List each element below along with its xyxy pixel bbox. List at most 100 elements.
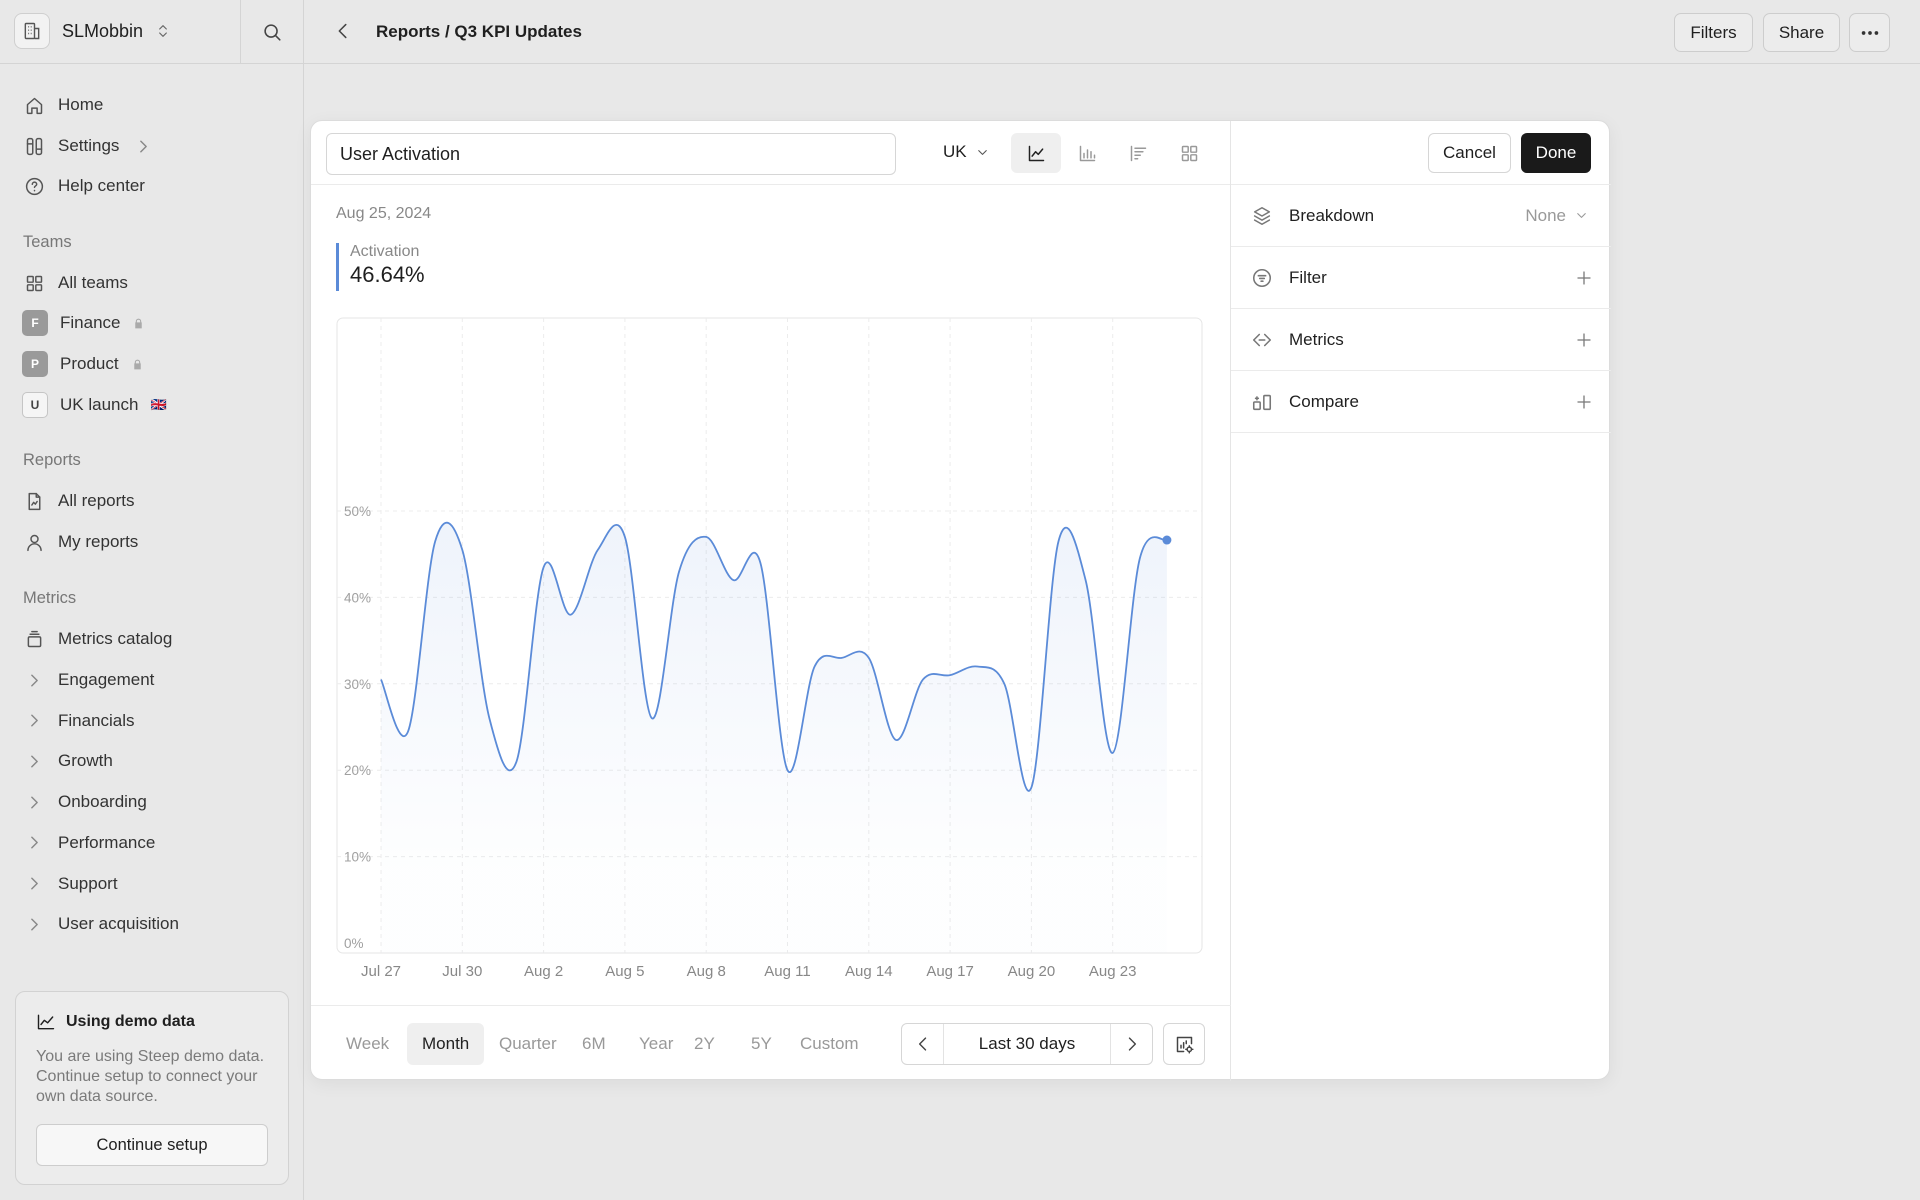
x-tick-label: Aug 5 xyxy=(605,963,644,980)
sidebar-item-label: Metrics catalog xyxy=(58,629,173,648)
period-option[interactable]: Year xyxy=(639,1034,674,1053)
chevron-updown-icon xyxy=(155,23,171,39)
chart-settings-button[interactable] xyxy=(1163,1023,1205,1065)
sidebar-item-label: All reports xyxy=(58,491,135,510)
legend-series-name: Activation xyxy=(350,243,420,260)
chart-editor-modal: UK Aug 25, 2024 Activation 46.64% xyxy=(310,120,1611,1081)
share-button[interactable]: Share xyxy=(1763,13,1840,52)
line-chart-type-button[interactable] xyxy=(1011,133,1061,173)
sidebar-item-label: My reports xyxy=(58,532,139,551)
top-bar: Reports / Q3 KPI Updates Filters Share xyxy=(304,0,1920,64)
period-option[interactable]: Quarter xyxy=(499,1034,557,1053)
filter-label: Filter xyxy=(1289,267,1327,287)
sidebar-item-help-center[interactable]: Help center xyxy=(22,171,145,201)
bar-chart-icon xyxy=(1077,143,1098,164)
y-tick-label: 40% xyxy=(344,590,371,605)
metrics-icon xyxy=(1251,329,1273,351)
chevron-right-icon xyxy=(22,670,46,691)
sidebar-item-metrics-catalog[interactable]: Metrics catalog xyxy=(22,624,172,654)
sidebar-item-all-teams[interactable]: All teams xyxy=(22,268,128,298)
sidebar: SLMobbin Home Settings Help center Teams… xyxy=(0,0,304,1200)
compare-label: Compare xyxy=(1289,391,1359,411)
period-option[interactable]: 6M xyxy=(582,1034,606,1053)
region-dropdown[interactable]: UK xyxy=(943,142,990,162)
demo-description: You are using Steep demo data. Continue … xyxy=(36,1048,265,1105)
x-tick-label: Aug 17 xyxy=(926,963,974,980)
user-icon xyxy=(22,532,46,553)
x-tick-label: Aug 23 xyxy=(1089,963,1137,980)
more-options-button[interactable] xyxy=(1849,13,1890,52)
x-tick-label: Aug 14 xyxy=(845,963,893,980)
chevron-left-icon[interactable] xyxy=(902,1024,944,1064)
sidebar-item-label: Onboarding xyxy=(58,792,147,812)
grid-type-button[interactable] xyxy=(1164,133,1214,173)
date-range-label[interactable]: Last 30 days xyxy=(978,1034,1076,1053)
sidebar-item-settings[interactable]: Settings xyxy=(22,131,155,161)
uk-flag: 🇬🇧 xyxy=(150,397,167,412)
sidebar-item-metric-group[interactable]: Financials xyxy=(22,706,135,736)
x-tick-label: Aug 8 xyxy=(687,963,726,980)
workspace-switcher[interactable]: SLMobbin xyxy=(14,13,171,49)
sidebar-item-label: Finance xyxy=(60,313,121,332)
sidebar-item-metric-group[interactable]: Performance xyxy=(22,828,155,858)
sidebar-item-all-reports[interactable]: All reports xyxy=(22,486,135,516)
bar-chart-type-button[interactable] xyxy=(1062,133,1112,173)
sidebar-item-metric-group[interactable]: Onboarding xyxy=(22,787,147,817)
period-option[interactable]: 5Y xyxy=(751,1034,772,1053)
done-button[interactable]: Done xyxy=(1521,133,1591,173)
breakdown-row[interactable]: Breakdown None xyxy=(1231,185,1611,247)
sidebar-item-label: Support xyxy=(58,873,118,893)
chevron-right-icon xyxy=(22,873,46,894)
plus-icon[interactable] xyxy=(1575,331,1593,349)
breakdown-label: Breakdown xyxy=(1289,205,1375,225)
x-tick-label: Aug 2 xyxy=(524,963,563,980)
chevron-right-icon xyxy=(22,914,46,935)
sidebar-item-uk-launch[interactable]: U UK launch 🇬🇧 xyxy=(22,390,167,420)
sidebar-item-home[interactable]: Home xyxy=(22,90,103,120)
cancel-button[interactable]: Cancel xyxy=(1428,133,1511,173)
demo-card-title: Using demo data xyxy=(36,1012,195,1032)
chevron-right-icon xyxy=(22,832,46,853)
series-line-activation xyxy=(380,521,1168,792)
chart-title-input[interactable] xyxy=(326,133,896,175)
sidebar-item-metric-group[interactable]: Growth xyxy=(22,746,113,776)
metrics-row[interactable]: Metrics xyxy=(1231,309,1611,371)
period-option[interactable]: 2Y xyxy=(694,1034,715,1053)
period-option[interactable]: Week xyxy=(346,1034,390,1053)
config-pane: Cancel Done Breakdown None Filter Metric… xyxy=(1231,121,1611,1081)
filter-icon xyxy=(1251,267,1273,289)
metrics-label: Metrics xyxy=(1289,329,1344,349)
continue-setup-button[interactable]: Continue setup xyxy=(36,1124,268,1166)
home-icon xyxy=(22,95,46,116)
chart-settings-icon xyxy=(1174,1034,1195,1055)
activation-line-chart[interactable]: 0% 10% 20% 30% 40% 50% Jul 27 Jul 30 Aug 2 Aug 5… xyxy=(336,313,1216,993)
sidebar-item-label: Performance xyxy=(58,832,156,852)
search-icon[interactable] xyxy=(240,0,304,64)
y-tick-label: 30% xyxy=(344,677,371,692)
period-option[interactable]: Custom xyxy=(800,1034,859,1053)
breadcrumb[interactable]: Reports / Q3 KPI Updates xyxy=(376,22,582,41)
section-label-metrics: Metrics xyxy=(23,589,77,607)
x-tick-label: Jul 30 xyxy=(442,963,482,980)
period-option[interactable]: Month xyxy=(407,1023,485,1065)
breakdown-select[interactable]: None xyxy=(1525,206,1589,226)
workspace-name: SLMobbin xyxy=(62,20,144,41)
sidebar-item-metric-group[interactable]: Engagement xyxy=(22,665,154,695)
y-tick-label: 10% xyxy=(344,850,371,865)
sidebar-item-finance[interactable]: F Finance xyxy=(22,308,145,338)
plus-icon[interactable] xyxy=(1575,269,1593,287)
sidebar-item-product[interactable]: P Product xyxy=(22,349,144,379)
plus-icon[interactable] xyxy=(1575,393,1593,411)
horizontal-bar-type-button[interactable] xyxy=(1113,133,1163,173)
chevron-right-icon[interactable] xyxy=(1110,1024,1152,1064)
chevron-left-icon[interactable] xyxy=(332,20,354,42)
chevron-right-icon xyxy=(22,792,46,813)
grid-icon xyxy=(1179,143,1200,164)
sidebar-item-metric-group[interactable]: User acquisition xyxy=(22,909,179,939)
compare-row[interactable]: Compare xyxy=(1231,371,1611,433)
editor-footer: Week Month Quarter 6M Year 2Y 5Y Custom Last 30… xyxy=(311,1005,1231,1081)
filter-row[interactable]: Filter xyxy=(1231,247,1611,309)
filters-button[interactable]: Filters xyxy=(1674,13,1753,52)
sidebar-item-my-reports[interactable]: My reports xyxy=(22,527,138,557)
sidebar-item-metric-group[interactable]: Support xyxy=(22,869,118,899)
